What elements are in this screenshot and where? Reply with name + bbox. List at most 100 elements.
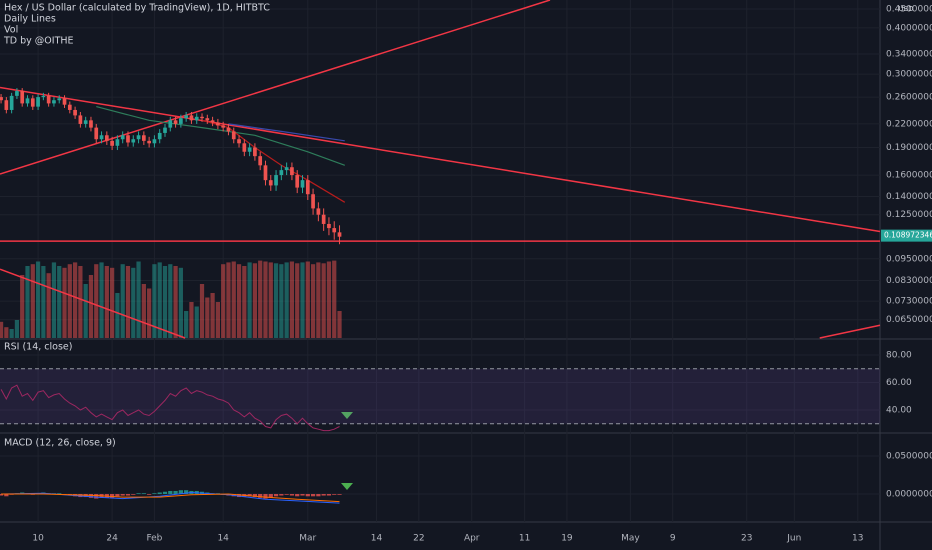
y-tick-label: 0.2200000000	[886, 119, 932, 129]
signal-line	[1, 493, 340, 503]
volume-bar	[168, 264, 173, 338]
volume-bar	[162, 266, 168, 338]
volume-bar	[300, 262, 305, 338]
candle-body	[36, 97, 40, 107]
candle-body	[242, 143, 247, 152]
volume-bar	[72, 262, 78, 338]
candle-body	[157, 132, 162, 140]
histogram-bar	[289, 494, 295, 496]
x-tick-label: Apr	[464, 534, 480, 544]
candle-body	[189, 115, 194, 121]
legend-text: Hex / US Dollar (calculated by TradingVi…	[4, 3, 270, 14]
volume-bar	[268, 262, 273, 338]
volume-bar	[321, 263, 326, 338]
histogram-bar	[4, 494, 9, 497]
y-tick-label: 0.3400000000	[886, 50, 932, 60]
y-tick-label: 0.0730000000	[886, 297, 932, 307]
volume-bar	[279, 264, 284, 338]
y-tick-label: 0.0650000000	[886, 315, 932, 325]
histogram-bar	[258, 494, 263, 498]
candle-body	[67, 104, 72, 110]
candle-body	[258, 156, 263, 166]
volume-bar	[94, 264, 99, 338]
y-tick-label: 0.0500000000	[886, 451, 932, 461]
rsi-line	[0, 384, 340, 432]
x-tick-label: 22	[413, 534, 424, 544]
volume-bar	[157, 262, 162, 338]
y-tick-label: 0.1400000000	[886, 192, 932, 202]
histogram-bar	[162, 491, 168, 495]
histogram-bar	[273, 494, 279, 497]
volume-bar	[110, 267, 115, 338]
x-tick-label: 19	[561, 534, 573, 544]
legend-text: Daily Lines	[4, 14, 56, 25]
volume-bar	[4, 327, 9, 338]
candle-body	[20, 91, 25, 104]
volume-bar	[131, 267, 136, 338]
histogram-bar	[252, 494, 258, 498]
x-tick-label: Jun	[786, 534, 801, 544]
candle-body	[9, 95, 14, 110]
y-tick-label: 0.0000000000	[886, 490, 932, 500]
trendline	[0, 268, 186, 339]
histogram-bar	[152, 493, 157, 495]
histogram-bar	[115, 494, 120, 497]
candle-body	[120, 135, 125, 140]
histogram-bar	[131, 494, 136, 495]
histogram-bar	[300, 494, 305, 496]
histogram-bar	[94, 494, 99, 499]
legend-text: Vol	[4, 25, 18, 36]
histogram-bar	[57, 493, 62, 495]
volume-bar	[252, 263, 258, 338]
candle-body	[52, 100, 56, 104]
volume-bar	[184, 311, 189, 338]
volume-bar	[9, 329, 14, 338]
y-tick-label: 0.3000000000	[886, 70, 932, 80]
histogram-bar	[136, 493, 141, 495]
histogram-bar	[0, 494, 4, 496]
candle-body	[46, 95, 51, 104]
volume-bar	[62, 267, 67, 338]
candle-body	[284, 167, 289, 171]
x-tick-label: 23	[741, 534, 752, 544]
candle-body	[300, 180, 305, 188]
volume-bar	[231, 261, 236, 338]
volume-bar	[30, 264, 35, 338]
volume-bar	[104, 266, 109, 338]
y-tick-label: 0.1600000000	[886, 171, 932, 181]
volume-bar	[210, 293, 215, 338]
volume-bar	[14, 320, 20, 338]
pane-title: RSI (14, close)	[4, 342, 72, 353]
signal-triangle	[341, 483, 353, 490]
volume-bar	[337, 311, 342, 338]
candle-body	[94, 127, 99, 140]
candle-body	[89, 120, 93, 128]
candle-body	[305, 180, 310, 195]
candle-body	[25, 98, 30, 104]
volume-bar	[35, 261, 41, 338]
histogram-bar	[120, 494, 125, 496]
candle-body	[78, 115, 83, 124]
moving-average	[228, 123, 345, 142]
volume-bar	[20, 275, 25, 338]
unit-label: USD	[899, 5, 914, 13]
histogram-bar	[337, 494, 342, 495]
x-tick-label: 24	[106, 534, 118, 544]
volume-bar	[263, 261, 268, 338]
volume-bar	[326, 261, 332, 338]
histogram-bar	[295, 494, 300, 497]
histogram-bar	[326, 494, 332, 496]
candle-body	[115, 139, 120, 146]
candle-body	[184, 115, 189, 119]
volume-bar	[147, 288, 152, 338]
volume-bar	[173, 266, 178, 338]
volume-bar	[115, 293, 120, 338]
histogram-bar	[147, 494, 152, 495]
candle-body	[200, 116, 204, 119]
volume-bar	[51, 262, 57, 338]
candle-body	[30, 98, 35, 107]
histogram-bar	[88, 494, 94, 498]
x-tick-label: May	[621, 534, 640, 544]
histogram-bar	[125, 494, 131, 496]
